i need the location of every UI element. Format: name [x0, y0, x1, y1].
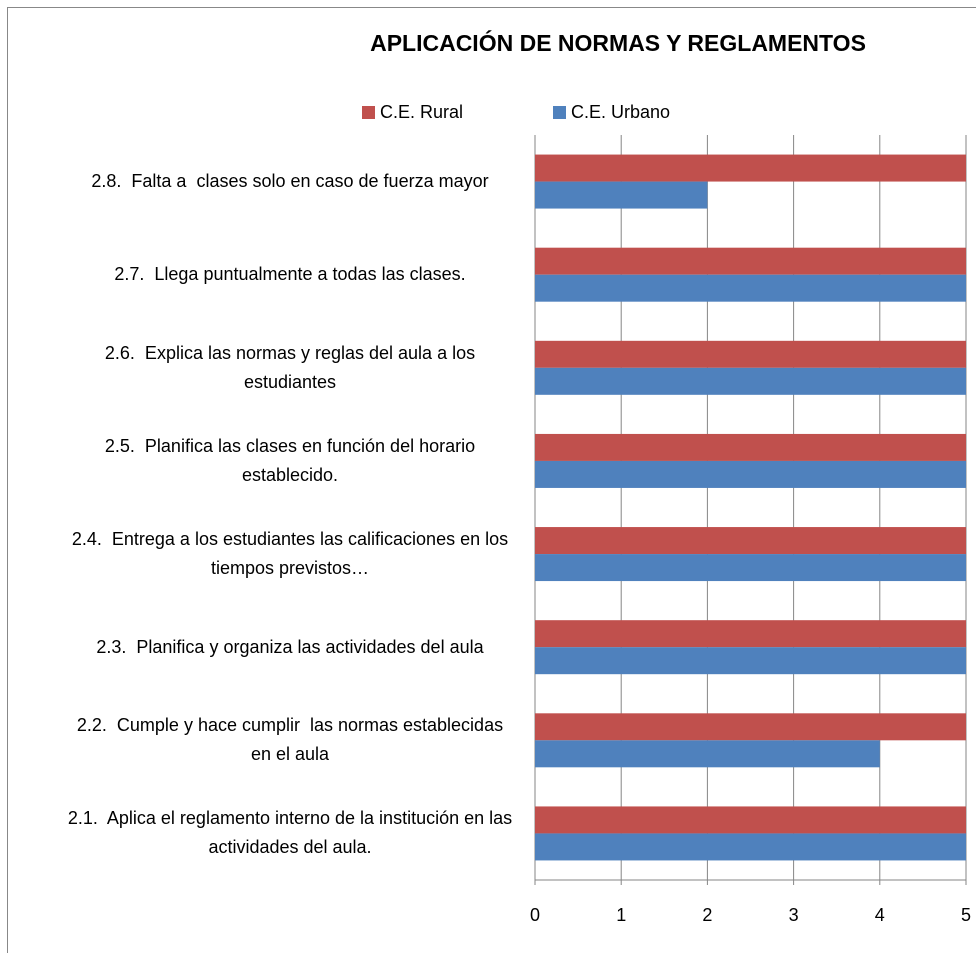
- legend-label: C.E. Rural: [380, 102, 463, 122]
- legend-swatch: [362, 106, 375, 119]
- bar: [535, 154, 966, 182]
- bar: [535, 460, 966, 488]
- bar: [535, 713, 966, 741]
- y-tick-label: 2.2. Cumple y hace cumplir las normas es…: [76, 715, 509, 765]
- x-tick-label: 4: [875, 905, 885, 925]
- x-tick-label: 0: [530, 905, 540, 925]
- bar: [535, 806, 966, 834]
- chart-title: APLICACIÓN DE NORMAS Y REGLAMENTOS: [370, 29, 866, 56]
- x-tick-label: 3: [789, 905, 799, 925]
- bar: [535, 620, 966, 648]
- bar: [535, 340, 966, 368]
- bar: [535, 247, 966, 275]
- legend-swatch: [553, 106, 566, 119]
- bar: [535, 833, 966, 861]
- y-tick-label: 2.1. Aplica el reglamento interno de la …: [67, 808, 518, 858]
- y-tick-label: 2.8. Falta a clases solo en caso de fuer…: [91, 171, 489, 192]
- y-tick-label: 2.7. Llega puntualmente a todas las clas…: [114, 264, 466, 285]
- bar: [535, 527, 966, 555]
- bar: [535, 740, 880, 768]
- bar: [535, 433, 966, 461]
- x-tick-label: 1: [616, 905, 626, 925]
- bar: [535, 647, 966, 675]
- bar: [535, 274, 966, 302]
- y-tick-label: 2.4. Entrega a los estudiantes las calif…: [71, 529, 514, 579]
- bar: [535, 367, 966, 395]
- y-tick-label: 2.6. Explica las normas y reglas del aul…: [104, 342, 481, 392]
- bar: [535, 181, 708, 209]
- bar: [535, 554, 966, 582]
- chart-frame: [7, 7, 976, 953]
- y-tick-label: 2.3. Planifica y organiza las actividade…: [96, 636, 484, 657]
- x-tick-label: 5: [961, 905, 971, 925]
- y-tick-label: 2.5. Planifica las clases en función del…: [104, 435, 481, 485]
- legend-label: C.E. Urbano: [571, 102, 670, 122]
- x-tick-label: 2: [702, 905, 712, 925]
